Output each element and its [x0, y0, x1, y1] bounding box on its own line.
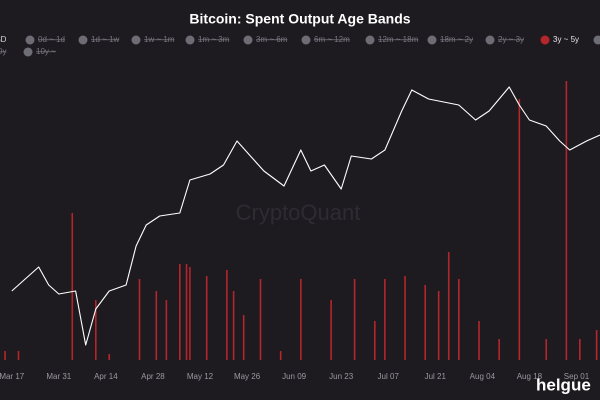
bar — [330, 300, 332, 360]
bar — [579, 339, 581, 360]
legend-label[interactable]: 1w ~ 1m — [144, 35, 175, 44]
legend-label[interactable]: 2y ~ 3y — [498, 35, 524, 44]
bar — [242, 315, 245, 360]
chart-title: Bitcoin: Spent Output Age Bands — [189, 11, 410, 27]
x-tick-label: Apr 14 — [94, 372, 118, 381]
bar — [226, 270, 228, 360]
legend-marker[interactable] — [78, 35, 88, 45]
bar — [595, 330, 598, 360]
price-line — [11, 86, 600, 346]
legend-marker[interactable] — [365, 35, 375, 45]
legend-label[interactable]: 1m ~ 3m — [198, 35, 230, 44]
x-tick-label: Jun 09 — [282, 372, 307, 381]
legend-marker[interactable] — [485, 35, 495, 45]
bar — [232, 291, 235, 360]
bar — [373, 321, 376, 360]
watermark: CryptoQuant — [236, 200, 361, 225]
bar — [4, 351, 6, 360]
bar — [205, 276, 208, 360]
x-tick-label: May 26 — [234, 372, 261, 381]
legend-marker[interactable] — [25, 35, 35, 45]
legend-label[interactable]: 0d ~ 1d — [38, 35, 65, 44]
credit: helgue — [536, 375, 591, 394]
legend-label[interactable]: 1d ~ 1w — [91, 35, 119, 44]
legend-label[interactable]: 10y ~ — [36, 47, 56, 56]
legend-label[interactable]: USD — [0, 35, 7, 44]
bar — [94, 300, 97, 360]
bar — [155, 291, 158, 360]
bar — [279, 351, 282, 360]
bar — [259, 279, 262, 360]
bar — [165, 300, 168, 360]
legend-marker[interactable] — [243, 35, 253, 45]
bar — [498, 339, 500, 360]
bar — [478, 321, 480, 360]
bar — [437, 291, 440, 360]
x-tick-label: Mar 31 — [46, 372, 71, 381]
bar — [300, 279, 302, 360]
x-tick-label: Aug 18 — [517, 372, 543, 381]
x-tick-label: Aug 04 — [470, 372, 496, 381]
legend-label[interactable]: 18m ~ 2y — [440, 35, 473, 44]
legend-label[interactable]: 3m ~ 6m — [256, 35, 288, 44]
bar — [384, 279, 386, 360]
x-tick-label: Sep 01 — [564, 372, 590, 381]
legend-marker[interactable] — [427, 35, 437, 45]
x-tick-label: Apr 28 — [141, 372, 165, 381]
bar — [179, 264, 181, 360]
bar — [447, 252, 450, 360]
legend: USD 0d ~ 1d 1d ~ 1w 1w ~ 1m 1m ~ 3m 3m ~ 6m 6m… — [0, 35, 600, 57]
bar — [17, 351, 20, 360]
bar — [545, 339, 548, 360]
bar — [189, 267, 191, 360]
bar — [458, 279, 460, 360]
legend-marker[interactable] — [131, 35, 141, 45]
bar — [353, 279, 356, 360]
x-tick-label: Jun 23 — [329, 372, 354, 381]
bar — [518, 99, 521, 360]
legend-label[interactable]: 6m ~ 12m — [314, 35, 350, 44]
bar — [565, 81, 568, 360]
bar — [138, 279, 141, 360]
plot-area: Mar 17 Mar 31 Apr 14 Apr 28 May 12 May 26 Jun … — [0, 81, 600, 381]
bar — [71, 213, 74, 360]
bar — [424, 285, 427, 360]
x-tick-label: Jul 07 — [378, 372, 400, 381]
bar — [185, 264, 188, 360]
x-tick-label: May 12 — [187, 372, 214, 381]
legend-label[interactable]: 12m ~ 18m — [378, 35, 419, 44]
legend-label[interactable]: 7y ~ 10y — [0, 47, 6, 56]
legend-marker[interactable] — [185, 35, 195, 45]
legend-marker[interactable] — [23, 47, 33, 57]
bar — [404, 276, 406, 360]
legend-marker[interactable] — [301, 35, 311, 45]
legend-marker[interactable] — [540, 35, 550, 45]
legend-label[interactable]: 3y ~ 5y — [553, 35, 579, 44]
x-tick-label: Mar 17 — [0, 372, 25, 381]
x-tick-label: Jul 21 — [425, 372, 447, 381]
legend-marker[interactable] — [593, 35, 600, 45]
bar — [108, 354, 111, 360]
